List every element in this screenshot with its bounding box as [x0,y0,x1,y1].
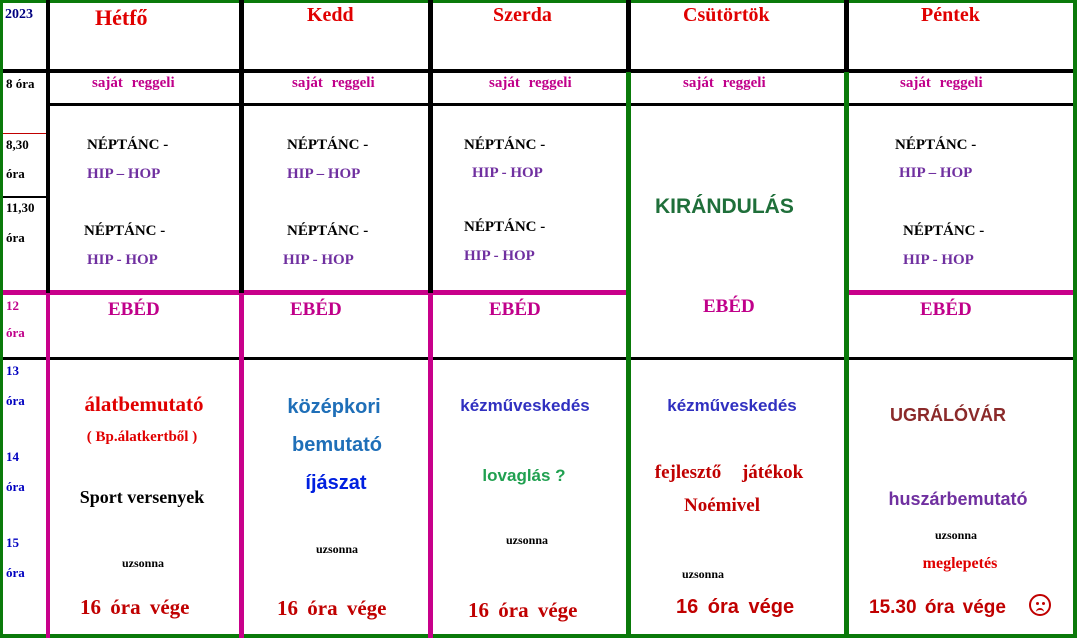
morning-monday-hiphop-1: HIP – HOP [87,166,161,182]
morning-friday-hiphop-1: HIP – HOP [899,165,973,181]
time-830-unit: óra [6,166,25,181]
col-divider-1-top [239,0,244,293]
col-divider-3-top [626,0,631,72]
afternoon-wednesday-riding: lovaglás ? [482,466,566,485]
time-divider-830 [3,133,47,134]
col-divider-2-top [428,0,433,293]
time-1130-unit: óra [6,230,25,245]
time-8: 8 óra [6,76,35,91]
frame-left [0,0,3,638]
time-14: 14 [6,449,19,464]
breakfast-thursday: saját reggeli [683,75,766,91]
afternoon-tuesday-show: bemutató [292,434,382,456]
frame-right [1073,0,1077,638]
morning-tuesday-hiphop-1: HIP – HOP [287,166,361,182]
col-divider-2-bottom [428,293,433,638]
afternoon-divider [3,357,1073,360]
afternoon-friday-surprise: meglepetés [922,555,998,572]
lunch-wednesday: EBÉD [489,299,541,320]
time-13: 13 [6,363,19,378]
day-header-monday: Hétfő [95,5,148,30]
morning-thursday-excursion: KIRÁNDULÁS [655,195,794,218]
morning-wednesday-hiphop-1: HIP - HOP [472,165,543,181]
morning-tuesday-hiphop-2: HIP - HOP [283,252,354,268]
day-header-friday: Péntek [921,4,980,26]
lunch-tuesday: EBÉD [290,299,342,320]
end-thursday: 16 óra vége [676,596,795,618]
breakfast-monday: saját reggeli [92,75,175,91]
col-divider-1-bottom [239,293,244,638]
breakfast-wednesday: saját reggeli [489,75,572,91]
afternoon-friday-snack: uzsonna [934,528,978,542]
morning-monday-dance-2: NÉPTÁNC - [84,223,166,239]
morning-tuesday-dance-2: NÉPTÁNC - [287,223,369,239]
afternoon-monday-zoo-note: ( Bp.álatkertből ) [86,429,198,445]
morning-monday-hiphop-2: HIP - HOP [87,252,158,268]
lunch-divider-right [847,290,1073,295]
afternoon-wednesday-snack: uzsonna [505,533,549,547]
col-divider-4-bottom [844,72,849,638]
lunch-friday: EBÉD [920,299,972,320]
morning-friday-dance-1: NÉPTÁNC - [895,137,977,153]
sad-face-icon [1029,594,1051,616]
morning-wednesday-dance-2: NÉPTÁNC - [464,219,546,235]
afternoon-tuesday-archery: íjászat [305,472,367,494]
morning-wednesday-hiphop-2: HIP - HOP [464,248,535,264]
morning-tuesday-dance-1: NÉPTÁNC - [287,137,369,153]
morning-wednesday-dance-1: NÉPTÁNC - [464,137,546,153]
afternoon-thursday-snack: uzsonna [681,567,725,581]
time-13-unit: óra [6,393,25,408]
day-header-wednesday: Szerda [493,4,552,26]
time-col-divider-top [46,0,50,293]
lunch-thursday: EBÉD [703,296,755,317]
header-divider [3,69,1073,73]
lunch-divider-left [3,290,627,295]
afternoon-monday-sport: Sport versenyek [79,487,205,507]
afternoon-thursday-crafts: kézműveskedés [667,396,797,415]
time-12: 12 [6,298,19,313]
breakfast-divider [49,103,1073,106]
morning-monday-dance-1: NÉPTÁNC - [87,137,169,153]
afternoon-friday-hussar-show: huszárbemutató [888,489,1028,509]
end-wednesday: 16 óra vége [468,598,578,622]
time-14-unit: óra [6,479,25,494]
afternoon-tuesday-medieval: középkori [287,396,381,418]
col-divider-4-top [844,0,849,72]
afternoon-thursday-with-noemi: Noémivel [684,495,760,516]
year-label: 2023 [5,7,33,22]
time-15: 15 [6,535,19,550]
end-tuesday: 16 óra vége [277,596,387,620]
frame-bottom [0,634,1077,638]
time-830: 8,30 [6,137,29,152]
time-divider-1130 [3,196,47,198]
breakfast-tuesday: saját reggeli [292,75,375,91]
morning-friday-hiphop-2: HIP - HOP [903,252,974,268]
afternoon-wednesday-crafts: kézműveskedés [460,396,590,415]
end-monday: 16 óra vége [80,595,190,619]
afternoon-friday-bouncy-castle: UGRÁLÓVÁR [890,405,1006,425]
afternoon-monday-animal-show: álatbemutató [84,392,204,416]
afternoon-monday-snack: uzsonna [121,556,165,570]
lunch-monday: EBÉD [108,299,160,320]
time-col-divider-bottom [46,293,50,638]
afternoon-tuesday-snack: uzsonna [315,542,359,556]
breakfast-friday: saját reggeli [900,75,983,91]
col-divider-3-bottom [626,72,631,638]
time-12-unit: óra [6,325,25,340]
end-friday: 15.30 óra vége [869,597,1006,618]
time-1130: 11,30 [6,200,35,215]
day-header-tuesday: Kedd [307,4,354,26]
afternoon-thursday-games: fejlesztő játékok [654,462,804,483]
day-header-thursday: Csütörtök [683,4,770,26]
frame-top [0,0,1077,3]
morning-friday-dance-2: NÉPTÁNC - [903,223,985,239]
time-15-unit: óra [6,565,25,580]
